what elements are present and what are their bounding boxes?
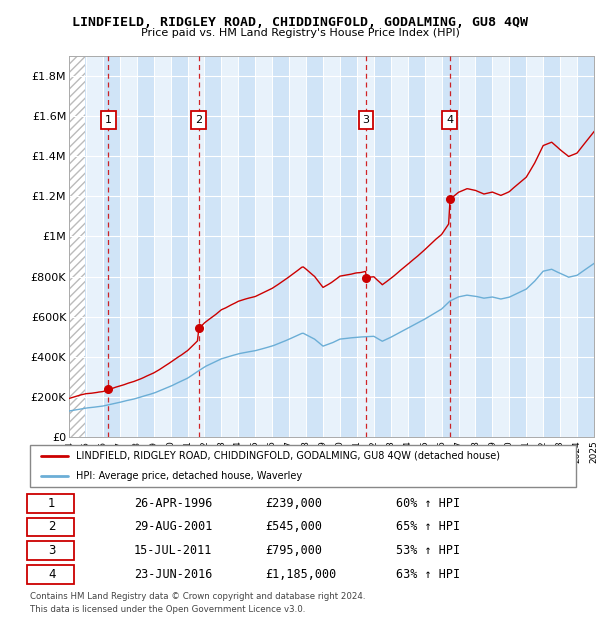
Bar: [458, 56, 475, 437]
Text: 60% ↑ HPI: 60% ↑ HPI: [396, 497, 460, 510]
Text: LINDFIELD, RIDGLEY ROAD, CHIDDINGFOLD, GODALMING, GU8 4QW (detached house): LINDFIELD, RIDGLEY ROAD, CHIDDINGFOLD, G…: [76, 451, 500, 461]
Bar: [306, 56, 323, 437]
Text: 53% ↑ HPI: 53% ↑ HPI: [396, 544, 460, 557]
Text: 15-JUL-2011: 15-JUL-2011: [134, 544, 212, 557]
Text: 4: 4: [446, 115, 453, 125]
Bar: [340, 56, 357, 437]
Bar: [543, 56, 560, 437]
Bar: [509, 56, 526, 437]
Text: £795,000: £795,000: [265, 544, 322, 557]
Bar: [425, 56, 442, 437]
Text: 3: 3: [48, 544, 56, 557]
Bar: [221, 56, 238, 437]
Text: 1: 1: [48, 497, 56, 510]
Bar: [188, 56, 205, 437]
Text: £1,185,000: £1,185,000: [265, 568, 336, 580]
Text: 65% ↑ HPI: 65% ↑ HPI: [396, 521, 460, 533]
Text: LINDFIELD, RIDGLEY ROAD, CHIDDINGFOLD, GODALMING, GU8 4QW: LINDFIELD, RIDGLEY ROAD, CHIDDINGFOLD, G…: [72, 16, 528, 29]
Bar: [323, 56, 340, 437]
FancyBboxPatch shape: [27, 494, 74, 513]
Bar: [170, 56, 188, 437]
Bar: [154, 56, 170, 437]
Text: 3: 3: [362, 115, 370, 125]
Bar: [205, 56, 221, 437]
FancyBboxPatch shape: [27, 518, 74, 536]
Bar: [120, 56, 137, 437]
Bar: [408, 56, 425, 437]
Text: 63% ↑ HPI: 63% ↑ HPI: [396, 568, 460, 580]
Text: 2: 2: [48, 521, 56, 533]
Text: 23-JUN-2016: 23-JUN-2016: [134, 568, 212, 580]
Bar: [374, 56, 391, 437]
Bar: [391, 56, 408, 437]
FancyBboxPatch shape: [27, 565, 74, 583]
Text: £239,000: £239,000: [265, 497, 322, 510]
Text: 2: 2: [195, 115, 202, 125]
Bar: [577, 56, 594, 437]
Bar: [86, 56, 103, 437]
Bar: [69, 56, 86, 437]
Bar: [103, 56, 120, 437]
Text: This data is licensed under the Open Government Licence v3.0.: This data is licensed under the Open Gov…: [30, 604, 305, 614]
FancyBboxPatch shape: [27, 541, 74, 560]
Bar: [475, 56, 493, 437]
Bar: [289, 56, 306, 437]
Text: 1: 1: [105, 115, 112, 125]
Bar: [442, 56, 458, 437]
Text: 4: 4: [48, 568, 56, 580]
Bar: [526, 56, 543, 437]
Bar: [560, 56, 577, 437]
Text: £545,000: £545,000: [265, 521, 322, 533]
Bar: [137, 56, 154, 437]
Bar: [357, 56, 374, 437]
Bar: [493, 56, 509, 437]
Text: Contains HM Land Registry data © Crown copyright and database right 2024.: Contains HM Land Registry data © Crown c…: [30, 592, 365, 601]
Bar: [238, 56, 255, 437]
Bar: [272, 56, 289, 437]
Text: Price paid vs. HM Land Registry's House Price Index (HPI): Price paid vs. HM Land Registry's House …: [140, 28, 460, 38]
Bar: [255, 56, 272, 437]
Text: 26-APR-1996: 26-APR-1996: [134, 497, 212, 510]
Text: HPI: Average price, detached house, Waverley: HPI: Average price, detached house, Wave…: [76, 471, 302, 481]
Text: 29-AUG-2001: 29-AUG-2001: [134, 521, 212, 533]
